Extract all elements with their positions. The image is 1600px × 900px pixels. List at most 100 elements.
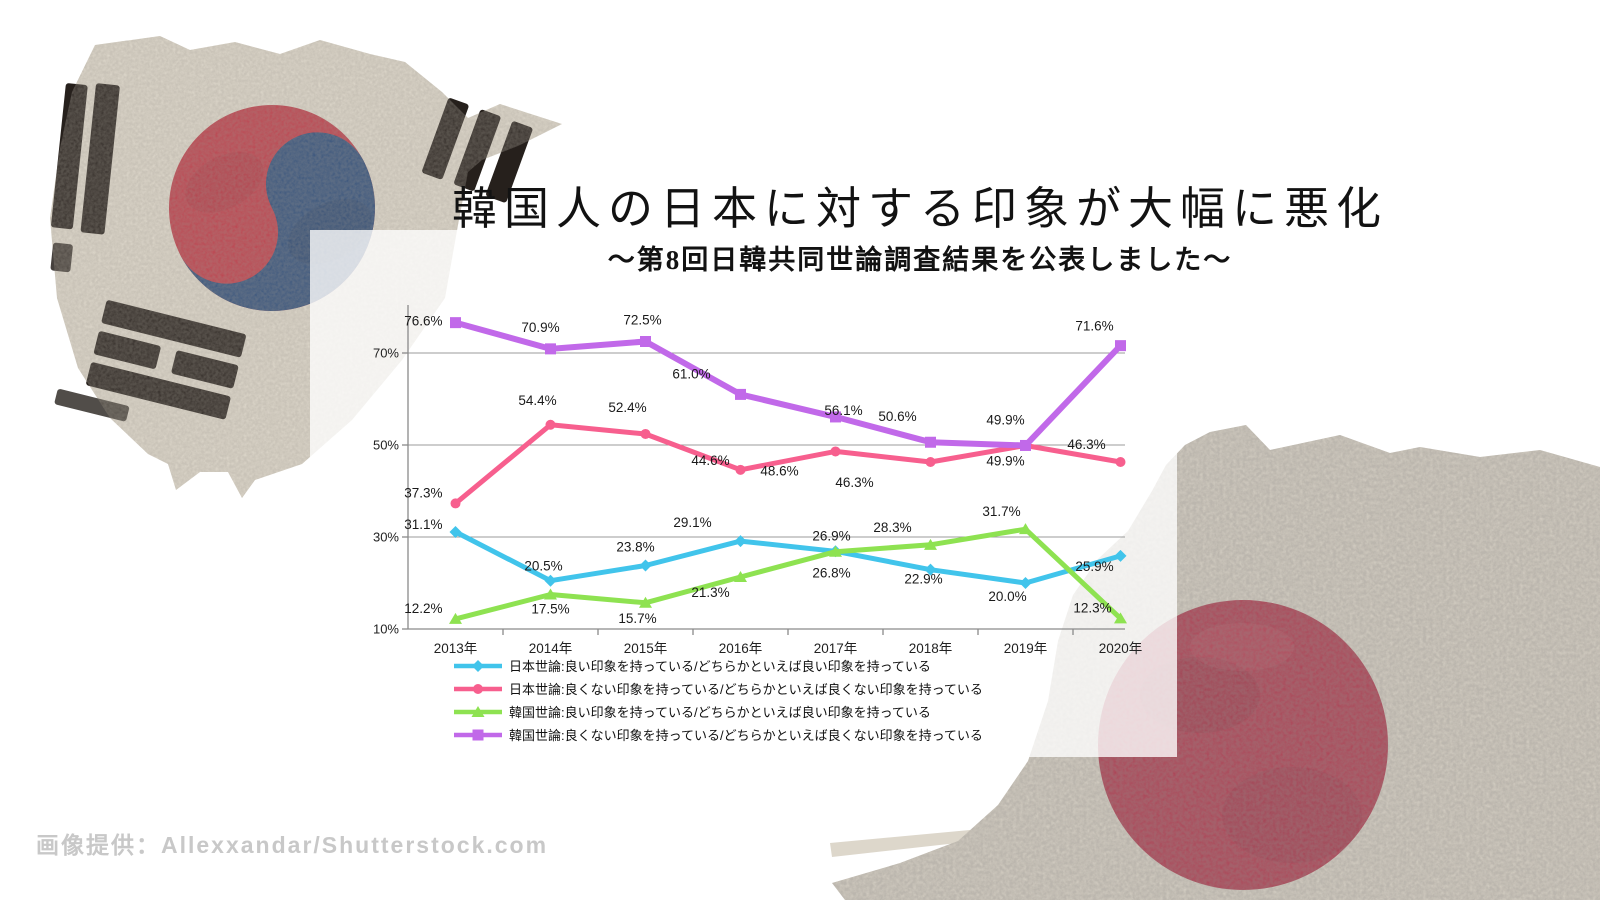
data-point [545,343,556,355]
data-point-label: 76.6% [404,314,442,329]
data-point [735,388,746,400]
axes [402,305,1125,635]
data-point-label: 46.3% [1067,437,1105,452]
data-point [734,571,747,583]
data-point [450,498,461,509]
data-point [544,574,557,587]
legend-marker-icon [454,705,502,717]
svg-text:2019年: 2019年 [1004,641,1048,656]
data-point [450,317,461,329]
data-point [1115,340,1126,352]
y-axis-labels: 70% 50% 30% 10% [373,346,399,637]
data-point-label: 61.0% [672,366,710,381]
chart-legend: 日本世論:良い印象を持っている/どちらかといえば良い印象を持っている日本世論:良… [452,654,983,746]
data-point [1019,523,1032,535]
data-point-label: 72.5% [623,313,661,328]
data-point [545,419,556,430]
data-point-label: 54.4% [518,393,556,408]
legend-label: 日本世論:良くない印象を持っている/どちらかといえば良くない印象を持っている [509,682,983,697]
data-point [640,336,651,347]
data-point-label: 71.6% [1075,319,1113,334]
svg-text:50%: 50% [373,438,399,453]
legend-label: 韓国世論:良い印象を持っている/どちらかといえば良い印象を持っている [509,705,931,720]
data-labels: 31.1% 20.5% 23.8% 29.1% 26.9% 22.9% 20.0% 25.9%… [404,313,1113,626]
data-point-label: 23.8% [616,540,654,555]
data-point [924,563,937,576]
x-axis-labels: 2013年 2014年 2015年 2016年 2017年 2018年 2019年 2020年 [434,641,1143,656]
data-point-label: 28.3% [873,520,911,535]
svg-text:2015年: 2015年 [624,641,668,656]
page-title: 韓国人の日本に対する印象が大幅に悪化 [451,184,1388,234]
data-point [925,457,936,468]
data-point-label: 12.2% [404,601,442,616]
data-point [1114,612,1127,624]
image-credit: 画像提供：Allexxandar/Shutterstock.com [36,832,549,858]
data-point-label: 29.1% [673,515,711,530]
data-point [1019,577,1032,589]
data-point [473,683,483,694]
data-point-label: 56.1% [824,403,862,418]
data-point [830,411,841,423]
data-point [830,446,841,457]
svg-text:2018年: 2018年 [909,641,953,656]
series-line-3 [450,317,1126,451]
legend-marker-icon [454,659,502,672]
data-point-label: 25.9% [1075,559,1113,574]
data-point-label: 21.3% [691,585,729,600]
data-point-label: 20.5% [524,559,562,574]
legend-item-1: 日本世論:良くない印象を持っている/どちらかといえば良くない印象を持っている [452,677,983,700]
data-point-label: 44.6% [691,453,729,468]
series-line-2 [449,523,1127,624]
data-point-label: 12.3% [1073,600,1111,615]
data-point [472,659,484,672]
data-point-label: 22.9% [904,572,942,587]
data-point-label: 48.6% [760,463,798,478]
svg-text:2017年: 2017年 [814,641,858,656]
svg-text:2013年: 2013年 [434,641,478,656]
data-point-label: 49.9% [986,453,1024,468]
data-point-label: 70.9% [521,320,559,335]
legend-marker-icon [454,729,502,740]
page-subtitle: ～第8回日韓共同世論調査結果を公表しました～ [607,245,1233,275]
data-point [734,535,747,548]
data-point [640,428,651,439]
svg-text:30%: 30% [373,530,399,545]
data-point-label: 50.6% [878,409,916,424]
data-point [1114,549,1127,562]
data-point [829,545,842,557]
data-point [639,559,652,572]
svg-text:2014年: 2014年 [529,641,573,656]
legend-item-0: 日本世論:良い印象を持っている/どちらかといえば良い印象を持っている [452,654,983,677]
series-line-0 [449,525,1127,589]
legend-marker-icon [454,683,502,694]
south-korea-flag-image [50,36,562,498]
data-point [925,436,936,448]
data-point [639,596,652,608]
korea-flag-grunge-texture [50,36,562,498]
data-point [449,612,462,624]
line-chart: 70% 50% 30% 10% 2013年 2014年 2015年 2016年 2017年 201… [373,305,1143,656]
data-point [544,588,557,600]
data-point [1115,457,1126,468]
svg-text:2016年: 2016年 [719,641,763,656]
series-line-1 [450,419,1126,509]
data-point [924,538,937,550]
data-point-label: 37.3% [404,485,442,500]
data-point [1020,439,1031,451]
data-point [471,705,485,717]
data-point-label: 49.9% [986,412,1024,427]
data-point [735,464,746,475]
data-point-label: 31.7% [982,504,1020,519]
legend-label: 日本世論:良い印象を持っている/どちらかといえば良い印象を持っている [509,659,931,674]
data-point-label: 26.9% [812,528,850,543]
data-point-label: 52.4% [608,400,646,415]
data-point-label: 17.5% [531,602,569,617]
legend-item-2: 韓国世論:良い印象を持っている/どちらかといえば良い印象を持っている [452,700,983,723]
japan-flag-image [830,425,1600,900]
data-point [472,729,484,740]
svg-text:10%: 10% [373,622,399,637]
data-point-label: 46.3% [835,475,873,490]
legend-label: 韓国世論:良くない印象を持っている/どちらかといえば良くない印象を持っている [509,728,983,743]
svg-text:70%: 70% [373,346,399,361]
